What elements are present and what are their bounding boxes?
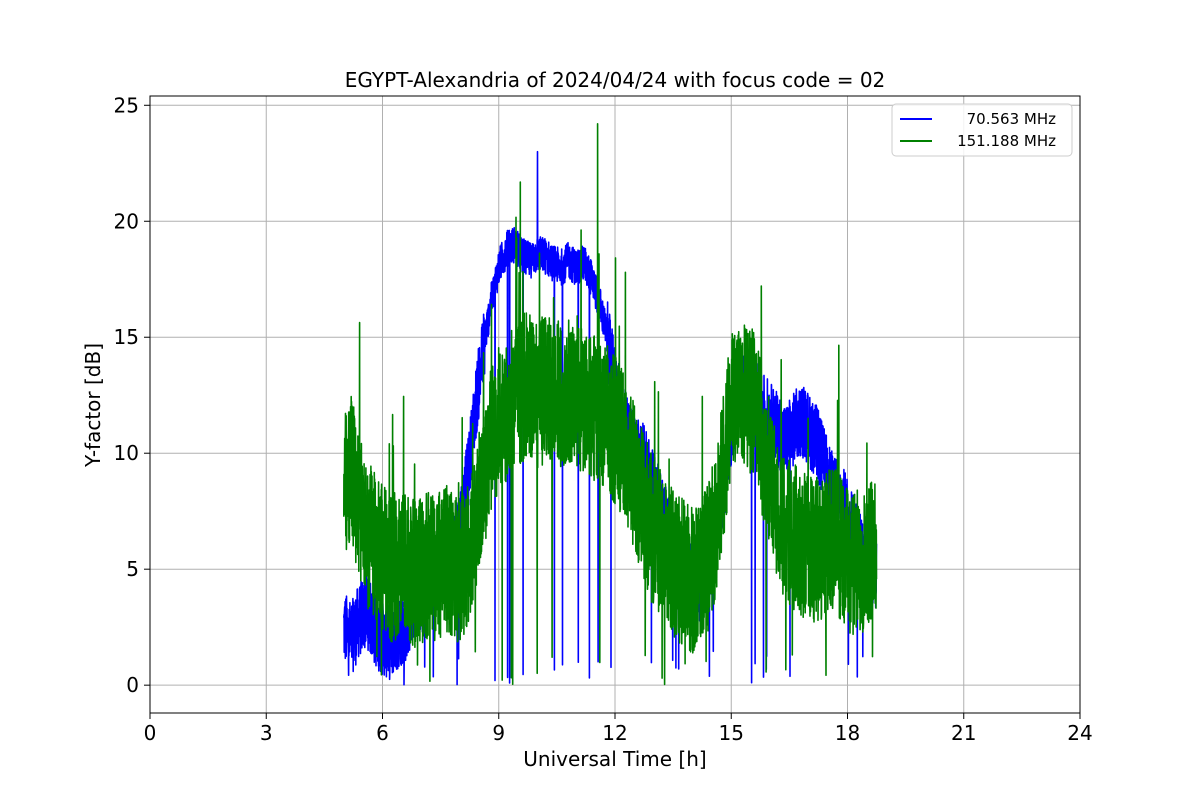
legend-label: 70.563 MHz [967,110,1056,128]
x-tick-label: 3 [260,721,273,745]
x-tick-label: 6 [376,721,389,745]
y-tick-label: 20 [114,209,139,233]
x-tick-label: 12 [602,721,627,745]
y-tick-label: 5 [126,557,139,581]
x-axis: 0 3 6 9 12 15 18 21 24 [144,713,1093,745]
plot-area [343,123,878,686]
chart-title: EGYPT-Alexandria of 2024/04/24 with focu… [345,68,886,92]
x-tick-label: 9 [492,721,505,745]
legend: 70.563 MHz 151.188 MHz [891,103,1073,157]
legend-box [891,103,1073,157]
y-axis: 0 5 10 15 20 25 [114,93,150,697]
y-tick-label: 15 [114,325,139,349]
x-tick-label: 0 [144,721,157,745]
x-tick-label: 24 [1067,721,1092,745]
x-tick-label: 21 [951,721,976,745]
x-tick-label: 18 [835,721,860,745]
series-line [343,123,878,686]
y-tick-label: 0 [126,673,139,697]
legend-label: 151.188 MHz [957,132,1056,150]
y-axis-label: Y-factor [dB] [81,343,105,468]
x-tick-label: 15 [719,721,744,745]
x-axis-label: Universal Time [h] [523,747,706,771]
y-tick-label: 25 [114,93,139,117]
y-tick-label: 10 [114,441,139,465]
